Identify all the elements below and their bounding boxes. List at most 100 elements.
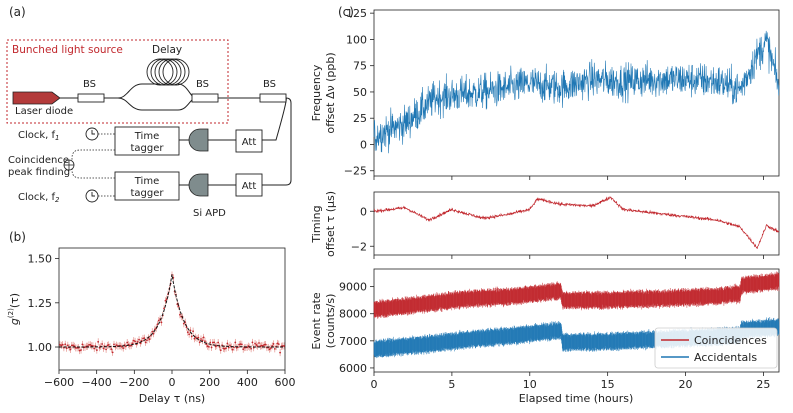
g2-data-point bbox=[160, 321, 163, 324]
rates-xlabel: Elapsed time (hours) bbox=[519, 392, 634, 405]
g2-data-point bbox=[202, 336, 205, 339]
g2-data-point bbox=[124, 345, 127, 348]
g2-data-point bbox=[190, 335, 193, 338]
g2-data-point bbox=[138, 338, 140, 341]
g2-data-point bbox=[105, 348, 107, 351]
g2-data-point bbox=[254, 342, 256, 345]
g2-fit-curve bbox=[59, 274, 285, 348]
freq-ylabel-2: offset Δν (ppb) bbox=[324, 52, 337, 133]
g2-data-point bbox=[193, 337, 196, 340]
laser-label: Laser diode bbox=[15, 106, 73, 117]
xtick-label: 400 bbox=[237, 376, 258, 389]
g2-data-point bbox=[66, 344, 69, 347]
g2-data-point bbox=[214, 345, 217, 348]
xtick-label: 25 bbox=[756, 378, 770, 391]
g2-data-point bbox=[185, 326, 188, 329]
ytick-label: 9000 bbox=[339, 281, 367, 294]
panel-label-a: (a) bbox=[9, 5, 26, 19]
ytick-label: 75 bbox=[353, 60, 367, 73]
timing-plot bbox=[373, 195, 780, 249]
g2-data-point bbox=[186, 331, 189, 334]
att-label-1: Att bbox=[242, 137, 257, 148]
g2-data-point bbox=[213, 341, 216, 344]
clock-icon-2 bbox=[85, 189, 99, 203]
g2-data-point bbox=[231, 348, 234, 351]
rates-legend: Coincidences Accidentals bbox=[654, 327, 778, 369]
ytick-label: 6000 bbox=[339, 362, 367, 375]
xtick-label: 10 bbox=[523, 378, 537, 391]
g2-data-point bbox=[146, 339, 148, 342]
g2-data-point bbox=[122, 347, 125, 350]
rates-ylabel-2: (counts/s) bbox=[324, 294, 337, 349]
g2-data-point bbox=[110, 348, 113, 350]
panel-b: (b) 1.00 1.25 1.50 −600 −400 −200 0 200 400 600 D… bbox=[7, 230, 296, 405]
g2-data-point bbox=[157, 319, 160, 322]
ytick-label: 8000 bbox=[339, 308, 367, 321]
ytick-label: 125 bbox=[346, 7, 367, 20]
apd-label: Si APD bbox=[193, 208, 226, 219]
clock1-label: Clock, f1 bbox=[18, 130, 60, 142]
g2-data-point bbox=[227, 346, 230, 349]
g2-data-point bbox=[269, 347, 272, 349]
g2-ticks: 1.00 1.25 1.50 −600 −400 −200 0 200 400 600 bbox=[28, 253, 296, 389]
coincidence-label-1: Coincidence bbox=[8, 155, 69, 166]
g2-data-point bbox=[271, 344, 274, 347]
g2-data-point bbox=[84, 346, 86, 349]
g2-data-point bbox=[218, 345, 221, 348]
g2-data-point bbox=[211, 341, 214, 344]
xtick-label: −200 bbox=[119, 376, 149, 389]
rates-ylabel-1: Event rate bbox=[310, 292, 323, 350]
g2-data-point bbox=[164, 299, 167, 302]
source-box-title: Bunched light source bbox=[12, 44, 123, 56]
attenuator-1 bbox=[235, 129, 263, 153]
ytick-label: 1.25 bbox=[28, 297, 53, 310]
rates-ticks: 6000 7000 8000 9000 0 5 10 15 20 25 bbox=[339, 281, 770, 391]
g2-data-point bbox=[148, 338, 151, 341]
laser-diode bbox=[12, 91, 61, 105]
g2-data-point bbox=[134, 340, 136, 343]
g2-data-point bbox=[136, 340, 139, 343]
g2-data-point bbox=[64, 343, 67, 346]
g2-data-point bbox=[281, 345, 284, 347]
tagger2-line1: Time bbox=[134, 176, 159, 187]
panel-label-c: (c) bbox=[338, 5, 354, 19]
xtick-label: −400 bbox=[82, 376, 112, 389]
beam-splitter-3 bbox=[259, 93, 287, 103]
g2-data-point bbox=[240, 343, 243, 346]
g2-data-point bbox=[60, 344, 63, 347]
g2-data-point bbox=[144, 341, 147, 344]
g2-data-point bbox=[260, 344, 263, 347]
xtick-label: 0 bbox=[169, 376, 176, 389]
g2-plot bbox=[59, 271, 285, 357]
coincidence-label-2: peak finding bbox=[8, 167, 70, 178]
delay-label: Delay bbox=[152, 44, 182, 56]
xtick-label: −600 bbox=[44, 376, 74, 389]
g2-data-point bbox=[152, 332, 155, 335]
apd-detector-2 bbox=[188, 173, 209, 197]
xtick-label: 0 bbox=[371, 378, 378, 391]
g2-xlabel: Delay τ (ns) bbox=[139, 392, 205, 405]
tagger1-line1: Time bbox=[134, 131, 159, 142]
ytick-label: 1.50 bbox=[28, 253, 53, 266]
g2-data-point bbox=[251, 341, 254, 344]
g2-data-point bbox=[179, 313, 181, 316]
ytick-label: 100 bbox=[346, 33, 367, 46]
freq-plot bbox=[373, 30, 780, 154]
g2-data-point bbox=[97, 340, 100, 343]
beam-splitter-1 bbox=[77, 93, 105, 103]
g2-data-point bbox=[102, 347, 105, 350]
g2-data-point bbox=[204, 340, 206, 343]
g2-data-point bbox=[189, 329, 192, 332]
bs-label-1: BS bbox=[83, 79, 96, 90]
g2-data-point bbox=[81, 343, 84, 346]
legend-label-coincidences: Coincidences bbox=[694, 334, 767, 347]
g2-data-point bbox=[210, 346, 213, 349]
ytick-label: 1.00 bbox=[28, 341, 53, 354]
timing-ticks: −2 0 bbox=[351, 205, 764, 259]
g2-data-point bbox=[72, 344, 75, 347]
g2-data-point bbox=[151, 330, 154, 333]
tagger2-line2: tagger bbox=[130, 188, 164, 199]
legend-label-accidentals: Accidentals bbox=[694, 351, 757, 364]
g2-data-point bbox=[107, 344, 110, 346]
